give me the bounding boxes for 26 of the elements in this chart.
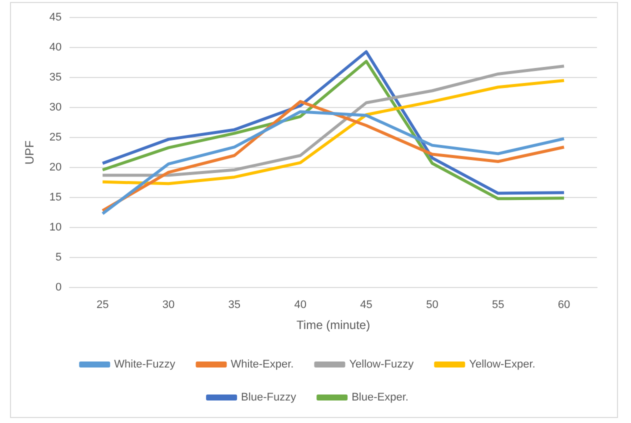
y-axis-title: UPF [22, 140, 37, 164]
legend-label: White-Fuzzy [114, 358, 176, 371]
y-tick-label: 10 [49, 221, 62, 234]
y-tick-label: 20 [49, 162, 62, 174]
y-tick-label: 25 [49, 132, 62, 144]
legend-label: Blue-Exper. [352, 392, 408, 404]
y-tick-label: 45 [49, 12, 62, 24]
y-tick-label: 5 [56, 251, 62, 264]
legend-label: Yellow-Fuzzy [349, 358, 414, 371]
legend-label: Blue-Fuzzy [241, 392, 297, 404]
x-tick-label: 40 [294, 299, 306, 312]
y-tick-label: 30 [49, 102, 62, 114]
y-tick-label: 35 [49, 72, 62, 84]
x-tick-label: 60 [558, 299, 570, 312]
x-tick-label: 30 [162, 299, 175, 312]
x-tick-label: 25 [96, 299, 109, 312]
x-tick-label: 45 [360, 299, 372, 312]
x-tick-label: 50 [426, 299, 438, 312]
x-tick-label: 35 [228, 299, 241, 312]
legend-label: Yellow-Exper. [469, 358, 536, 371]
y-tick-label: 40 [49, 42, 62, 54]
legend-label: White-Exper. [230, 358, 294, 371]
x-axis-title: Time (minute) [296, 318, 370, 332]
x-tick-label: 55 [492, 299, 504, 312]
y-tick-label: 0 [56, 281, 62, 294]
y-tick-label: 15 [49, 192, 62, 204]
